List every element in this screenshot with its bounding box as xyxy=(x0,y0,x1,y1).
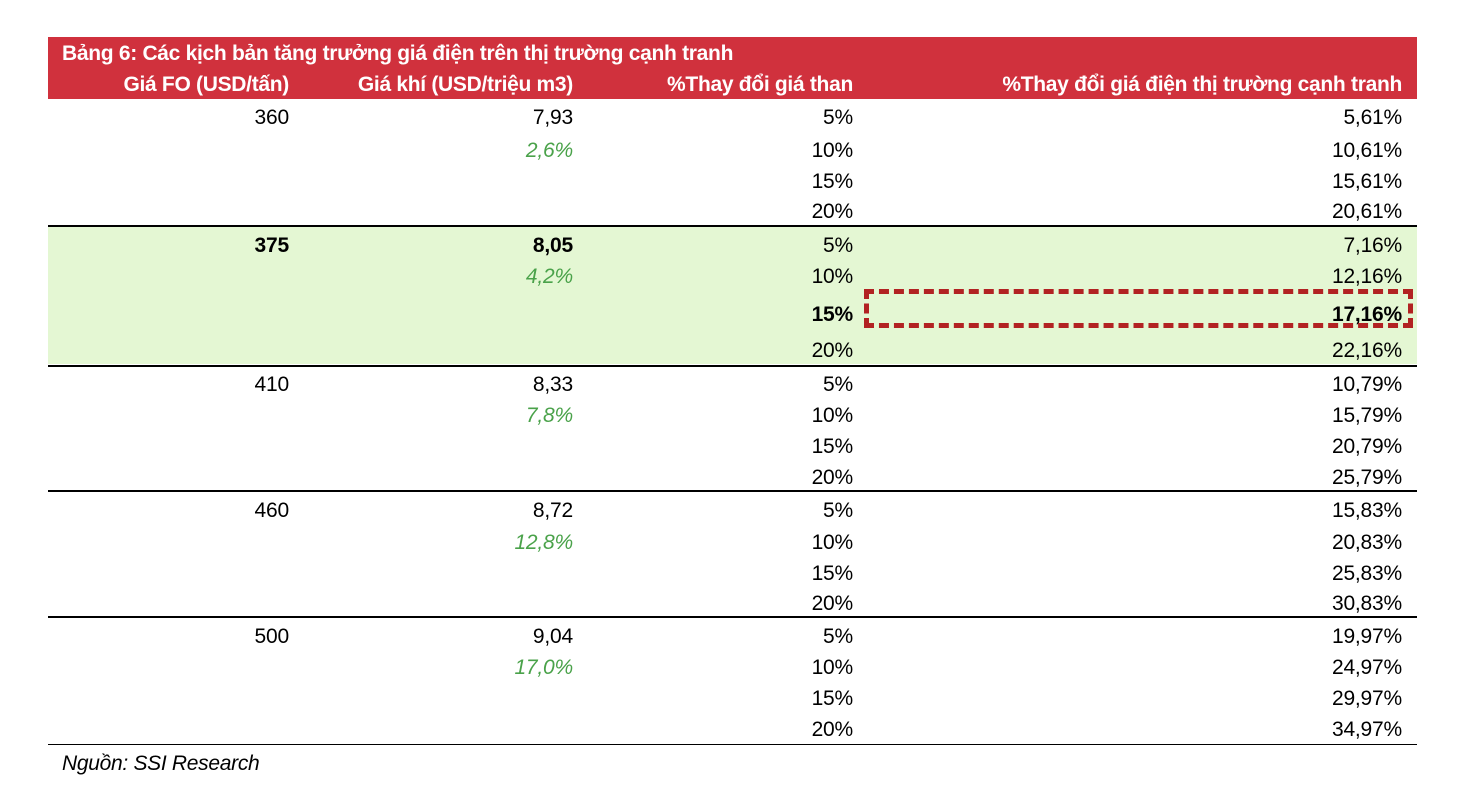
gas-price-cell: 8,33 xyxy=(532,373,573,396)
coal-change-cell: 5% xyxy=(823,106,853,129)
electricity-change-cell: 12,16% xyxy=(1331,265,1402,288)
electricity-change-cell: 25,79% xyxy=(1331,466,1402,489)
source-note: Nguồn: SSI Research xyxy=(62,752,260,775)
table-group: 360 7,93 2,6% 5% 5,61% 10% 10,61% 15% 15… xyxy=(48,103,1417,225)
table-group: 410 8,33 7,8% 5% 10,79% 10% 15,79% 15% 2… xyxy=(48,367,1417,490)
table-bottom-rule xyxy=(48,744,1417,745)
table-group: 500 9,04 17,0% 5% 19,97% 10% 24,97% 15% … xyxy=(48,618,1417,744)
coal-change-cell: 15% xyxy=(811,435,854,458)
fo-price-cell: 360 xyxy=(254,106,290,129)
gas-change-cell: 4,2% xyxy=(525,265,573,288)
gas-change-cell: 17,0% xyxy=(514,656,573,679)
gas-change-cell: 12,8% xyxy=(514,531,573,554)
fo-price-cell: 500 xyxy=(254,625,290,648)
coal-change-cell: 5% xyxy=(823,499,853,522)
gas-price-cell: 8,05 xyxy=(532,234,573,257)
column-header-coal-change: %Thay đổi giá than xyxy=(667,73,853,96)
electricity-change-cell: 20,61% xyxy=(1331,200,1402,223)
coal-change-cell: 5% xyxy=(823,234,853,257)
coal-change-cell: 10% xyxy=(811,656,854,679)
fo-price-cell: 410 xyxy=(254,373,290,396)
table-group-highlighted: 375 8,05 4,2% 5% 7,16% 10% 12,16% 15% 17… xyxy=(48,227,1417,364)
column-header-fo-price: Giá FO (USD/tấn) xyxy=(123,73,289,96)
coal-change-cell: 5% xyxy=(823,625,853,648)
electricity-change-cell: 7,16% xyxy=(1343,234,1402,257)
coal-change-cell: 20% xyxy=(811,592,854,615)
electricity-change-cell: 10,61% xyxy=(1331,139,1402,162)
electricity-change-cell: 30,83% xyxy=(1331,592,1402,615)
coal-change-cell: 15% xyxy=(811,303,854,326)
electricity-change-cell: 20,83% xyxy=(1331,531,1402,554)
group-divider xyxy=(48,365,1417,367)
group-divider xyxy=(48,616,1417,618)
coal-change-cell: 10% xyxy=(811,404,854,427)
column-header-electricity-change: %Thay đổi giá điện thị trường cạnh tranh xyxy=(1002,73,1402,96)
electricity-change-cell: 34,97% xyxy=(1331,718,1402,741)
coal-change-cell: 15% xyxy=(811,562,854,585)
coal-change-cell: 20% xyxy=(811,339,854,362)
electricity-change-cell: 15,61% xyxy=(1331,170,1402,193)
gas-price-cell: 7,93 xyxy=(532,106,573,129)
group-divider xyxy=(48,490,1417,492)
electricity-change-cell: 15,79% xyxy=(1331,404,1402,427)
gas-price-cell: 9,04 xyxy=(532,625,573,648)
fo-price-cell: 375 xyxy=(254,234,290,257)
coal-change-cell: 10% xyxy=(811,265,854,288)
electricity-change-cell: 24,97% xyxy=(1331,656,1402,679)
electricity-change-cell-highlighted: 17,16% xyxy=(1331,303,1402,326)
coal-change-cell: 10% xyxy=(811,139,854,162)
highlight-dashed-box xyxy=(864,289,1413,328)
electricity-change-cell: 10,79% xyxy=(1331,373,1402,396)
coal-change-cell: 15% xyxy=(811,170,854,193)
electricity-change-cell: 15,83% xyxy=(1331,499,1402,522)
electricity-change-cell: 5,61% xyxy=(1343,106,1402,129)
coal-change-cell: 20% xyxy=(811,718,854,741)
electricity-change-cell: 29,97% xyxy=(1331,687,1402,710)
group-divider xyxy=(48,225,1417,227)
table-header: Bảng 6: Các kịch bản tăng trưởng giá điệ… xyxy=(48,37,1417,99)
coal-change-cell: 10% xyxy=(811,531,854,554)
electricity-change-cell: 25,83% xyxy=(1331,562,1402,585)
gas-change-cell: 7,8% xyxy=(525,404,573,427)
gas-price-cell: 8,72 xyxy=(532,499,573,522)
fo-price-cell: 460 xyxy=(254,499,290,522)
table-group: 460 8,72 12,8% 5% 15,83% 10% 20,83% 15% … xyxy=(48,492,1417,616)
gas-change-cell: 2,6% xyxy=(525,139,573,162)
electricity-change-cell: 19,97% xyxy=(1331,625,1402,648)
column-header-gas-price: Giá khí (USD/triệu m3) xyxy=(357,73,573,96)
coal-change-cell: 5% xyxy=(823,373,853,396)
coal-change-cell: 20% xyxy=(811,200,854,223)
electricity-change-cell: 20,79% xyxy=(1331,435,1402,458)
coal-change-cell: 15% xyxy=(811,687,854,710)
table-title: Bảng 6: Các kịch bản tăng trưởng giá điệ… xyxy=(62,42,734,65)
coal-change-cell: 20% xyxy=(811,466,854,489)
electricity-change-cell: 22,16% xyxy=(1331,339,1402,362)
